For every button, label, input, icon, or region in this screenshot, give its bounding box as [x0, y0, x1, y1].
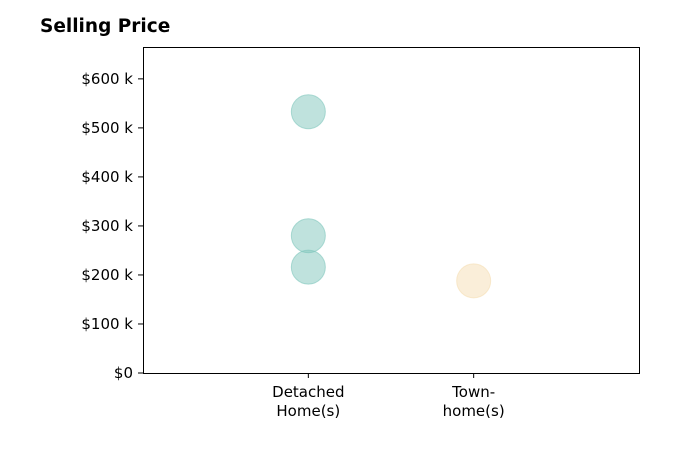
- chart-title: Selling Price: [40, 16, 171, 37]
- y-tick-label: $0: [114, 364, 133, 382]
- x-tick-label-line: Town-: [451, 383, 495, 401]
- y-tick-label: $600 k: [81, 70, 133, 88]
- data-point: [456, 263, 492, 299]
- data-point: [290, 218, 326, 254]
- data-point: [290, 94, 326, 130]
- axis-layer: $0 $100 k $200 k $300 k $400 k $500 k $600 k De…: [81, 70, 504, 420]
- points-layer: [290, 94, 492, 299]
- x-tick-label-line: Home(s): [276, 402, 340, 420]
- x-tick-label-line: Detached: [272, 383, 344, 401]
- plot-frame: [143, 47, 640, 374]
- x-tick-label: Detached Home(s): [272, 383, 344, 420]
- y-tick-label: $100 k: [81, 315, 133, 333]
- y-tick-label: $500 k: [81, 119, 133, 137]
- data-point: [290, 249, 326, 285]
- y-tick-label: $400 k: [81, 168, 133, 186]
- y-tick-label: $300 k: [81, 217, 133, 235]
- x-tick-label: Town-home(s): [443, 383, 505, 420]
- y-tick-label: $200 k: [81, 266, 133, 284]
- x-tick-label-line: home(s): [443, 402, 505, 420]
